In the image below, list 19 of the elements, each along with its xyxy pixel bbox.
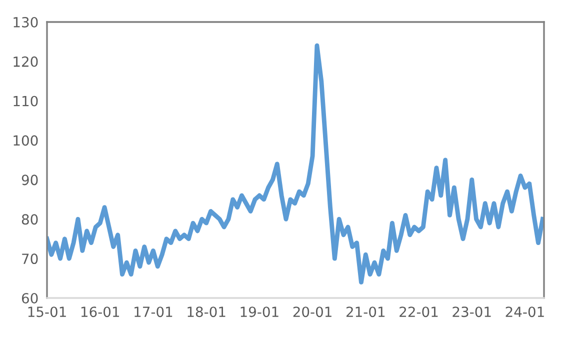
- line-series: [47, 43, 544, 284]
- y-tick-label: 120: [14, 56, 38, 67]
- x-tick-label: 16-01: [81, 306, 120, 318]
- x-tick-label: 19-01: [240, 306, 278, 318]
- y-tick-label: 60: [22, 292, 38, 304]
- x-tick-label: 20-01: [293, 306, 332, 318]
- x-tick-label: 17-01: [134, 306, 172, 318]
- y-tick-label: 130: [14, 16, 38, 28]
- y-tick-label: 70: [22, 254, 38, 264]
- x-tick-label: 23-01: [452, 306, 491, 318]
- x-tick-label: 18-01: [188, 306, 226, 318]
- y-tick-label: 110: [14, 96, 38, 106]
- x-tick-label: 24-01: [506, 306, 544, 318]
- y-tick-label: 100: [14, 135, 38, 146]
- x-tick-label: 22-01: [400, 306, 438, 318]
- y-tick-label: 80: [22, 214, 38, 225]
- x-tick-label: 21-01: [346, 306, 385, 318]
- y-tick-label: 90: [22, 174, 38, 186]
- x-tick-label: 15-01: [28, 306, 66, 318]
